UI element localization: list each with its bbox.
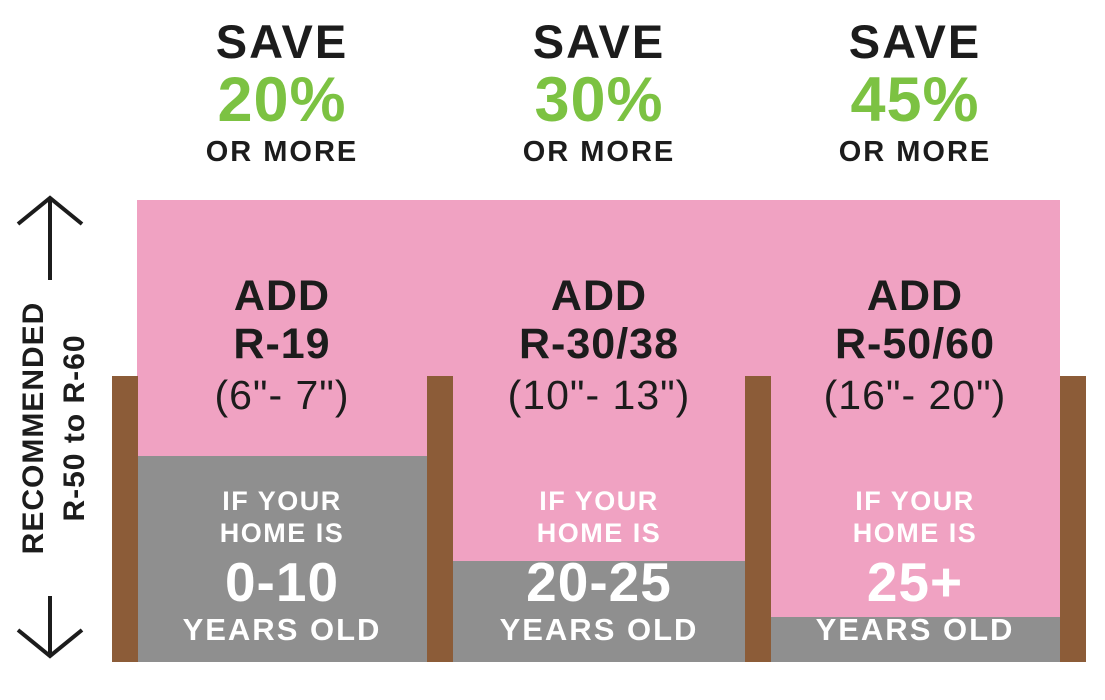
if-your-label: IF YOUR [855,486,975,516]
joist-4 [1060,376,1086,662]
if-your-label: IF YOUR [222,486,342,516]
recommended-range-label: RECOMMENDED R-50 to R-60 [13,212,99,644]
column2-age-block: IF YOUR HOME IS 20-25 YEARS OLD [453,485,745,649]
inches-label: (10"- 13") [507,372,691,418]
recommended-label-line2: R-50 to R-60 [58,334,91,522]
column1-add-block: ADD R-19 (6"- 7") [137,272,427,422]
joist-2 [427,376,453,662]
r-value-label: R-50/60 [835,320,995,368]
joist-1 [112,376,138,662]
inches-label: (6"- 7") [214,372,350,418]
years-old-label: YEARS OLD [499,612,699,647]
home-is-label: HOME IS [852,518,978,548]
r-value-label: R-19 [233,320,331,368]
existing-insulation-level-col2 [453,561,745,662]
save-percent: 45% [850,65,980,135]
or-more-label: OR MORE [838,136,992,168]
column3-add-block: ADD R-50/60 (16"- 20") [770,272,1060,422]
save-percent: 20% [217,65,347,135]
column1-age-block: IF YOUR HOME IS 0-10 YEARS OLD [137,485,427,649]
inches-label: (16"- 20") [823,372,1007,418]
column2-add-block: ADD R-30/38 (10"- 13") [453,272,745,422]
add-label: ADD [233,272,331,320]
years-old-label: YEARS OLD [815,612,1015,647]
age-range-label: 0-10 [224,551,340,613]
recommended-label-line1: RECOMMENDED [17,301,50,555]
if-your-label: IF YOUR [539,486,659,516]
add-label: ADD [550,272,648,320]
save-label: SAVE [848,15,982,68]
age-range-label: 20-25 [526,551,672,613]
column3-age-block: IF YOUR HOME IS 25+ YEARS OLD [770,485,1060,649]
existing-insulation-level-col1 [137,456,427,662]
recommended-range-arrow-icon [16,195,84,659]
add-label: ADD [866,272,964,320]
existing-insulation-level-col3 [770,617,1060,662]
column3-header: SAVE 45% OR MORE [775,16,1055,170]
age-range-label: 25+ [866,551,964,613]
years-old-label: YEARS OLD [182,612,382,647]
or-more-label: OR MORE [522,136,676,168]
joist-3 [745,376,771,662]
save-label: SAVE [532,15,666,68]
column1-header: SAVE 20% OR MORE [142,16,422,170]
home-is-label: HOME IS [219,518,345,548]
r-value-label: R-30/38 [519,320,679,368]
or-more-label: OR MORE [205,136,359,168]
save-label: SAVE [215,15,349,68]
column2-header: SAVE 30% OR MORE [459,16,739,170]
save-percent: 30% [534,65,664,135]
home-is-label: HOME IS [536,518,662,548]
